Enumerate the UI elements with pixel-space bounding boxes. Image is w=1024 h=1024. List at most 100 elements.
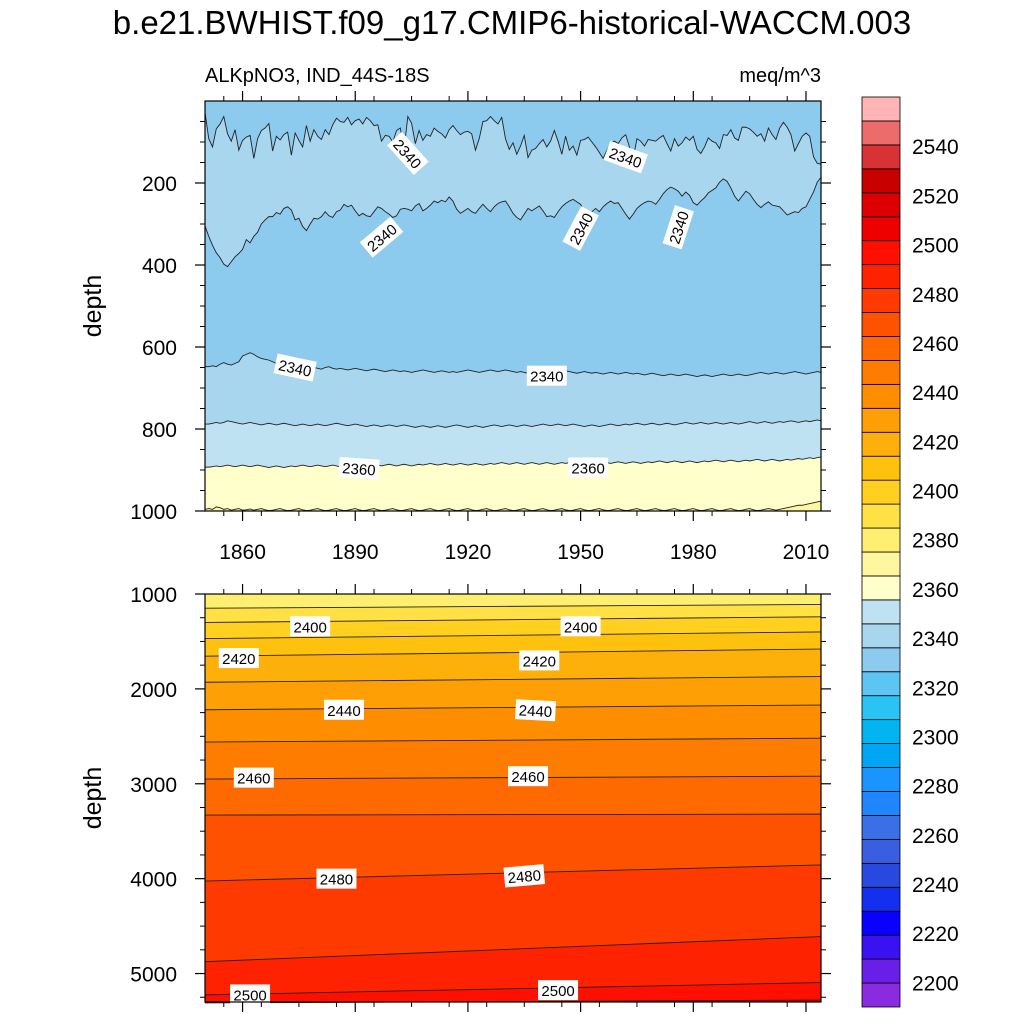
contour-label: 2360 [338, 456, 380, 480]
contour-line [204, 603, 822, 609]
colorbar-tick-label: 2200 [912, 972, 959, 995]
colorbar-swatch [861, 336, 901, 361]
contour-label: 2460 [233, 767, 274, 788]
contour-label-text: 2420 [523, 653, 556, 670]
contour-band [205, 982, 821, 1002]
colorbar-swatch [861, 910, 901, 936]
contour-label-box [526, 365, 567, 386]
contour-label: 2340 [273, 353, 317, 382]
colorbar-swatch [861, 168, 901, 194]
colorbar-tick-label: 2460 [912, 333, 959, 356]
colorbar-swatch [861, 144, 901, 170]
contour-line [205, 456, 822, 469]
colorbar-tick-label: 2220 [912, 923, 959, 946]
contour-line [204, 176, 822, 268]
contour-label-box [273, 353, 317, 382]
contour-label: 2400 [290, 616, 331, 637]
contour-line [204, 631, 822, 640]
contour-label-text: 2480 [320, 872, 353, 889]
contour-label: 2480 [503, 864, 546, 888]
contour-label-box [323, 699, 364, 720]
colorbar-swatch [861, 264, 901, 289]
colorbar-swatch [861, 96, 901, 122]
contour-label-box [290, 616, 331, 637]
subtitle-left: ALKpNO3, IND_44S-18S [205, 65, 430, 87]
contour-line [204, 704, 822, 711]
colorbar-tick-label: 2440 [912, 382, 959, 405]
y-tick-label: 600 [142, 337, 177, 360]
contour-label: 2420 [218, 648, 259, 669]
colorbar-swatch [861, 383, 901, 409]
x-tick-label: 1860 [219, 541, 266, 564]
contour-label-box [503, 864, 546, 888]
colorbar-swatch [861, 527, 901, 553]
contour-label: 2420 [519, 650, 560, 671]
contour-label-text: 2440 [327, 703, 360, 720]
colorbar-tick-label: 2360 [912, 579, 959, 602]
colorbar-tick-label: 2300 [912, 726, 959, 749]
colorbar-swatch [861, 743, 901, 768]
contour-label-text: 2420 [222, 651, 255, 668]
contour-line [205, 419, 822, 428]
contour-label-text: 2340 [530, 369, 563, 386]
contour-label-text: 2460 [237, 771, 270, 788]
contour-label-box [316, 868, 357, 889]
colorbar-swatch [861, 431, 901, 457]
contour-label-text: 2400 [293, 619, 326, 636]
y-tick-label: 800 [142, 419, 177, 442]
lower-ylabel: depth [79, 767, 107, 830]
colorbar-swatch [861, 455, 901, 481]
contour-label-text: 2400 [564, 619, 597, 636]
contour-label-box [568, 457, 609, 478]
colorbar-tick-label: 2280 [912, 776, 959, 799]
lower-plot-frame [204, 593, 822, 1003]
contour-label-box [538, 980, 579, 1001]
y-tick-label: 4000 [130, 869, 177, 892]
colorbar: 2200 2220 2240 2260 2280 2300 2320 2340 2360 2380… [861, 96, 959, 1008]
contour-label-box [519, 650, 560, 671]
contour-label-text: 2500 [541, 983, 574, 1000]
colorbar-tick-label: 2320 [912, 677, 959, 700]
x-tick-label: 1980 [670, 541, 717, 564]
contour-label-text: 2340 [277, 357, 313, 381]
colorbar-tick-label: 2340 [912, 628, 959, 651]
colorbar-swatch [861, 958, 901, 984]
colorbar-swatch [861, 815, 901, 840]
contour-line [204, 676, 822, 683]
colorbar-swatch [861, 767, 901, 792]
y-tick-label: 2000 [130, 679, 177, 702]
y-tick-label: 400 [142, 255, 177, 278]
colorbar-swatch [861, 312, 901, 337]
colorbar-swatch [861, 360, 901, 385]
x-tick-label: 1920 [445, 541, 492, 564]
y-tick-label: 200 [142, 173, 177, 196]
contour-label-text: 2360 [571, 461, 604, 478]
colorbar-swatch [861, 288, 901, 313]
contour-line [204, 936, 822, 963]
contour-line [204, 982, 822, 996]
y-tick-label: 1000 [130, 584, 177, 607]
subtitle-right: meq/m^3 [739, 65, 821, 87]
colorbar-swatch [861, 192, 901, 218]
contour-label-box [603, 140, 648, 174]
upper-axes: 200 400 600 800 1000 1860 1890 1920 1950 1980 2010 [130, 91, 831, 564]
contour-label: 2440 [515, 699, 557, 722]
contour-label-box [562, 206, 599, 251]
x-tick-label: 2010 [783, 541, 830, 564]
contour-label: 2340 [526, 365, 567, 386]
colorbar-tick-label: 2260 [912, 825, 959, 848]
colorbar-swatch [861, 479, 901, 505]
lower-axes: 1000 2000 3000 4000 5000 [130, 584, 831, 1012]
x-tick-label: 1890 [332, 541, 379, 564]
lower-contour-labels: 2400 2400 2420 2420 2440 2440 2460 2460 2480 2480… [218, 616, 601, 1005]
colorbar-swatch [861, 934, 901, 960]
contour-label: 2460 [508, 766, 549, 787]
figure-title: b.e21.BWHIST.f09_g17.CMIP6-historical-WA… [113, 4, 911, 41]
contour-label: 2480 [316, 868, 357, 889]
contour-label-text: 2480 [507, 867, 542, 887]
contour-line [204, 813, 822, 816]
contour-label-box [662, 205, 694, 250]
colorbar-swatch [861, 862, 901, 888]
